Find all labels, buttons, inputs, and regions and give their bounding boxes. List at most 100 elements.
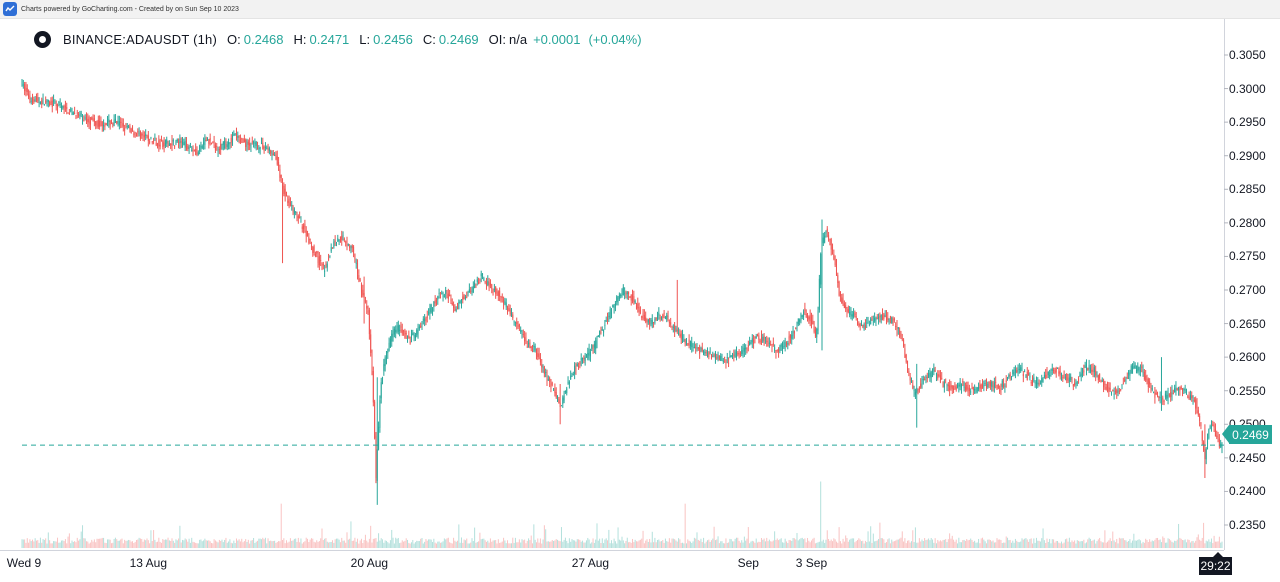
candle-body xyxy=(129,125,131,129)
volume-bar xyxy=(1142,541,1144,548)
x-tick-label: 20 Aug xyxy=(350,556,389,570)
candle-body xyxy=(210,142,212,145)
candle-body xyxy=(725,359,727,363)
candle-body xyxy=(1018,368,1020,370)
volume-bar xyxy=(922,540,924,548)
candle-body xyxy=(993,382,995,388)
volume-bar xyxy=(1199,539,1201,548)
candle-body xyxy=(591,345,593,349)
candle-body xyxy=(949,385,951,391)
candle-body xyxy=(1163,400,1165,402)
candle-body xyxy=(376,449,378,481)
volume-bar xyxy=(663,542,665,548)
candle-body xyxy=(664,316,666,320)
candle-body xyxy=(38,101,40,103)
candle-body xyxy=(1047,371,1049,376)
volume-bar xyxy=(658,539,660,548)
volume-bar xyxy=(660,541,662,548)
candle-body xyxy=(867,322,869,324)
candle-body xyxy=(272,153,274,156)
candle-body xyxy=(53,100,55,102)
chart-panel[interactable] xyxy=(0,19,1280,582)
symbol-icon[interactable] xyxy=(34,31,51,48)
candle-body xyxy=(724,356,726,358)
volume-bar xyxy=(938,541,940,548)
candle-body xyxy=(633,296,635,302)
candle-body xyxy=(435,300,437,302)
volume-bar xyxy=(468,543,470,548)
volume-bar xyxy=(47,532,49,548)
candle-body xyxy=(918,386,920,390)
y-tick-label: 0.2550 xyxy=(1229,383,1266,398)
volume-bar xyxy=(1039,541,1041,548)
candle-body xyxy=(717,354,719,359)
candle-body xyxy=(1164,393,1166,398)
candle-body xyxy=(703,351,705,355)
candle-body xyxy=(582,357,584,360)
candle-body xyxy=(968,387,970,391)
candle-body xyxy=(83,120,85,122)
candle-body xyxy=(688,339,690,346)
y-tick-label: 0.2350 xyxy=(1229,518,1266,532)
volume-bar xyxy=(809,542,811,548)
volume-bar xyxy=(466,538,468,548)
candle-body xyxy=(708,352,710,357)
candle-body xyxy=(1099,373,1101,379)
volume-bar xyxy=(1105,542,1107,548)
volume-bar xyxy=(425,539,427,548)
candle-body xyxy=(1114,391,1116,393)
candle-body xyxy=(932,371,934,373)
candle-countdown: 29:22 xyxy=(1199,552,1232,575)
candle-body xyxy=(312,247,314,254)
candle-body xyxy=(1183,389,1185,391)
volume-bar xyxy=(1153,541,1155,548)
candle-body xyxy=(989,382,991,387)
candle-body xyxy=(205,139,207,142)
volume-bar xyxy=(797,540,799,548)
candle-body xyxy=(374,401,376,439)
volume-bar xyxy=(613,538,615,548)
candle-body xyxy=(388,342,390,351)
volume-bar xyxy=(800,538,802,548)
volume-bar xyxy=(320,538,322,548)
volume-bar xyxy=(132,541,134,548)
candle-body xyxy=(391,333,393,342)
candle-body xyxy=(803,311,805,317)
volume-bar xyxy=(141,538,143,548)
volume-bar xyxy=(659,541,661,548)
candle-body xyxy=(679,334,681,337)
candle-body xyxy=(596,341,598,344)
candle-body xyxy=(907,360,909,370)
volume-bar xyxy=(192,541,194,548)
volume-bar xyxy=(655,542,657,548)
candle-body xyxy=(1128,371,1130,375)
volume-bar xyxy=(762,539,764,548)
candle-body xyxy=(992,385,994,389)
candle-body xyxy=(155,142,157,146)
volume-bar xyxy=(717,536,719,548)
volume-bar xyxy=(520,542,522,548)
volume-bar xyxy=(774,531,776,548)
volume-bar xyxy=(814,543,816,548)
candle-body xyxy=(928,373,930,378)
candle-body xyxy=(425,318,427,322)
volume-bar xyxy=(1103,542,1105,548)
candle-body xyxy=(220,143,222,150)
volume-bar xyxy=(300,538,302,548)
volume-bar xyxy=(496,543,498,548)
volume-bar xyxy=(849,539,851,548)
candle-body xyxy=(953,388,955,390)
candle-body xyxy=(439,296,441,299)
volume-bar xyxy=(432,541,434,548)
candle-body xyxy=(721,358,723,361)
volume-bar xyxy=(1149,539,1151,548)
candle-body xyxy=(185,141,187,149)
volume-bar xyxy=(216,541,218,548)
volume-bar xyxy=(200,539,202,548)
legend-close-label: C: xyxy=(422,32,436,47)
candle-body xyxy=(1100,380,1102,383)
volume-bar xyxy=(691,542,693,548)
candle-body xyxy=(108,118,110,122)
volume-bar xyxy=(138,537,140,548)
